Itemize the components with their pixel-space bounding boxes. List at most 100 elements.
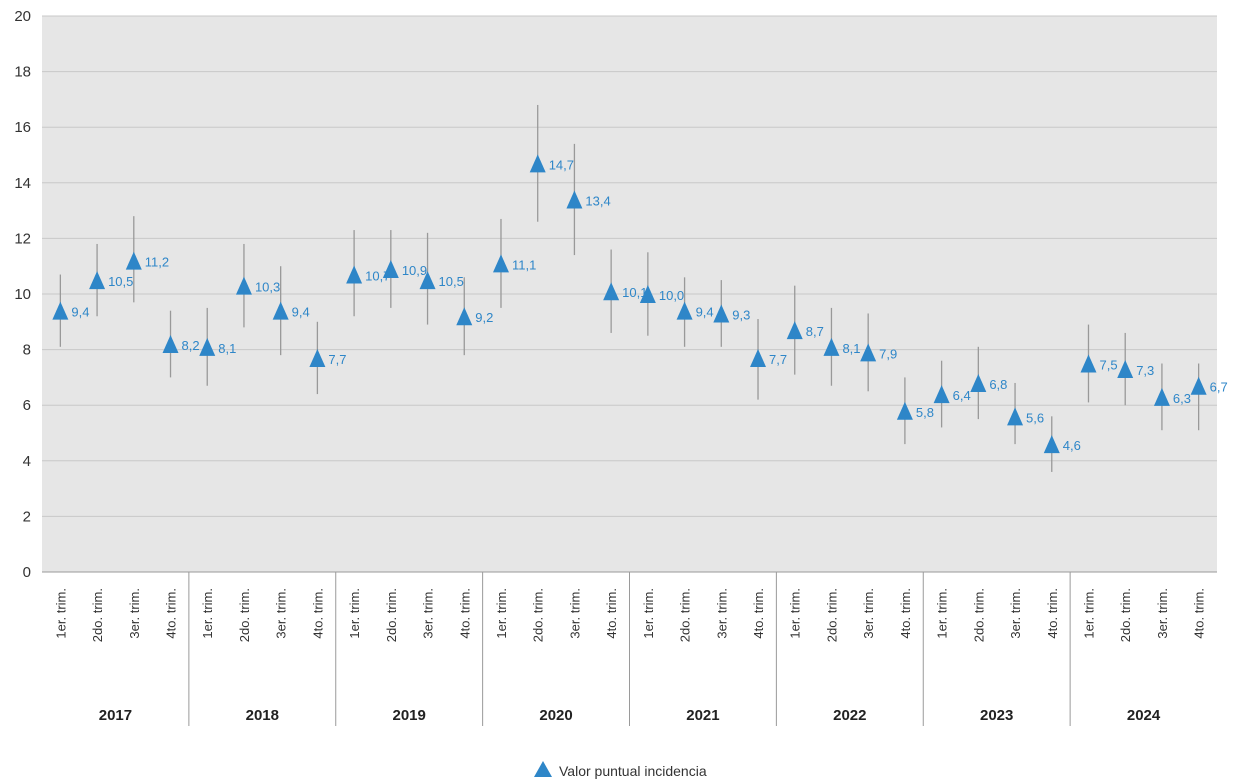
year-label: 2021 xyxy=(686,707,719,724)
x-tick-label: 3er. trim. xyxy=(861,588,876,639)
x-tick-label: 3er. trim. xyxy=(421,588,436,639)
x-tick-label: 3er. trim. xyxy=(1008,588,1023,639)
data-point xyxy=(235,276,252,295)
data-point xyxy=(786,321,803,340)
data-point xyxy=(199,337,216,356)
x-tick-label: 3er. trim. xyxy=(127,588,142,639)
data-labels: 9,4 10,5 11,2 8,2 8,1 10,3 9,4 7,7 10,7 10,9 10,5 9… xyxy=(71,157,1227,453)
data-label: 4,6 xyxy=(1063,438,1081,453)
x-tick-label: 3er. trim. xyxy=(567,588,582,639)
data-label: 9,4 xyxy=(71,305,89,320)
data-label: 6,7 xyxy=(1210,380,1228,395)
x-tick-label: 4to. trim. xyxy=(1192,588,1207,639)
y-tick-label: 0 xyxy=(23,564,31,581)
x-tick-label: 1er. trim. xyxy=(935,588,950,639)
data-point xyxy=(456,307,473,326)
y-tick-label: 8 xyxy=(23,342,31,359)
data-point xyxy=(1153,387,1170,406)
x-tick-label: 1er. trim. xyxy=(1081,588,1096,639)
data-label: 13,4 xyxy=(585,193,610,208)
data-label: 10,1 xyxy=(622,285,647,300)
year-label: 2018 xyxy=(246,707,279,724)
data-point xyxy=(272,301,289,320)
data-point xyxy=(1190,376,1207,395)
data-label: 6,3 xyxy=(1173,391,1191,406)
x-tick-label: 1er. trim. xyxy=(494,588,509,639)
year-label: 2023 xyxy=(980,707,1013,724)
x-tick-label: 4to. trim. xyxy=(310,588,325,639)
x-tick-label: 4to. trim. xyxy=(457,588,472,639)
data-point xyxy=(346,265,363,284)
data-point xyxy=(860,343,877,362)
data-point xyxy=(382,259,399,278)
year-label: 2019 xyxy=(393,707,426,724)
legend-marker xyxy=(534,761,552,777)
data-point xyxy=(89,271,106,290)
data-label: 7,7 xyxy=(328,352,346,367)
data-point xyxy=(419,271,436,290)
x-tick-label: 2do. trim. xyxy=(384,588,399,642)
data-point xyxy=(1007,407,1024,426)
x-tick-label: 2do. trim. xyxy=(90,588,105,642)
x-tick-label: 4to. trim. xyxy=(604,588,619,639)
x-tick-label: 4to. trim. xyxy=(1045,588,1060,639)
data-label: 10,5 xyxy=(439,274,464,289)
data-label: 9,4 xyxy=(696,305,714,320)
x-tick-label: 2do. trim. xyxy=(824,588,839,642)
x-tick-label: 2do. trim. xyxy=(678,588,693,642)
x-tick-label: 1er. trim. xyxy=(641,588,656,639)
data-label: 10,0 xyxy=(659,288,684,303)
data-point xyxy=(970,373,987,392)
data-point xyxy=(492,254,509,273)
data-label: 10,7 xyxy=(365,269,390,284)
x-tick-label: 4to. trim. xyxy=(164,588,179,639)
x-tick-label: 4to. trim. xyxy=(751,588,766,639)
data-point xyxy=(309,348,326,367)
markers xyxy=(52,154,1207,454)
x-tick-label: 2do. trim. xyxy=(971,588,986,642)
y-tick-label: 20 xyxy=(14,8,31,25)
x-tick-label: 2do. trim. xyxy=(1118,588,1133,642)
x-tick-label: 1er. trim. xyxy=(788,588,803,639)
year-label: 2024 xyxy=(1127,707,1161,724)
data-label: 7,5 xyxy=(1099,358,1117,373)
year-label: 2017 xyxy=(99,707,132,724)
legend: Valor puntual incidencia xyxy=(534,761,707,779)
x-tick-label: 1er. trim. xyxy=(347,588,362,639)
data-label: 7,3 xyxy=(1136,363,1154,378)
data-point xyxy=(639,285,656,303)
x-axis: 1er. trim. 2do. trim. 3er. trim. 4to. trim.… xyxy=(42,571,1217,726)
x-tick-label: 2do. trim. xyxy=(237,588,252,642)
data-label: 14,7 xyxy=(549,157,574,172)
data-label: 7,9 xyxy=(879,346,897,361)
x-tick-label: 2do. trim. xyxy=(531,588,546,642)
data-label: 11,1 xyxy=(512,257,536,272)
data-label: 9,3 xyxy=(732,307,750,322)
y-tick-label: 16 xyxy=(14,119,31,136)
data-label: 9,4 xyxy=(292,305,310,320)
x-tick-label: 1er. trim. xyxy=(53,588,68,639)
data-label: 7,7 xyxy=(769,352,787,367)
data-point xyxy=(933,385,950,404)
data-label: 11,2 xyxy=(145,255,169,270)
data-point xyxy=(1043,435,1060,454)
year-label: 2022 xyxy=(833,707,866,724)
grid xyxy=(42,15,1217,517)
x-tick-label: 3er. trim. xyxy=(714,588,729,639)
y-axis: 0 2 4 6 8 10 12 14 16 18 20 xyxy=(14,8,31,581)
data-point xyxy=(1080,354,1097,373)
data-point xyxy=(713,304,730,323)
y-tick-label: 10 xyxy=(14,286,31,303)
data-label: 8,2 xyxy=(182,338,200,353)
data-point xyxy=(896,401,913,420)
x-tick-label: 1er. trim. xyxy=(200,588,215,639)
y-tick-label: 14 xyxy=(14,175,31,192)
data-point xyxy=(162,335,179,354)
x-tick-label: 4to. trim. xyxy=(898,588,913,639)
data-label: 8,1 xyxy=(842,341,860,356)
data-label: 8,7 xyxy=(806,324,824,339)
data-point xyxy=(52,301,69,320)
data-label: 10,5 xyxy=(108,274,133,289)
year-label: 2020 xyxy=(539,707,572,724)
